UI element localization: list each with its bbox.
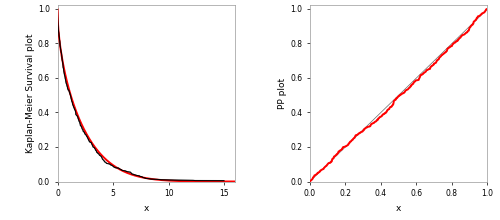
Y-axis label: Kaplan-Meier Survival plot: Kaplan-Meier Survival plot	[26, 34, 35, 153]
Y-axis label: PP plot: PP plot	[278, 78, 287, 109]
X-axis label: x: x	[396, 204, 402, 213]
X-axis label: x: x	[144, 204, 149, 213]
